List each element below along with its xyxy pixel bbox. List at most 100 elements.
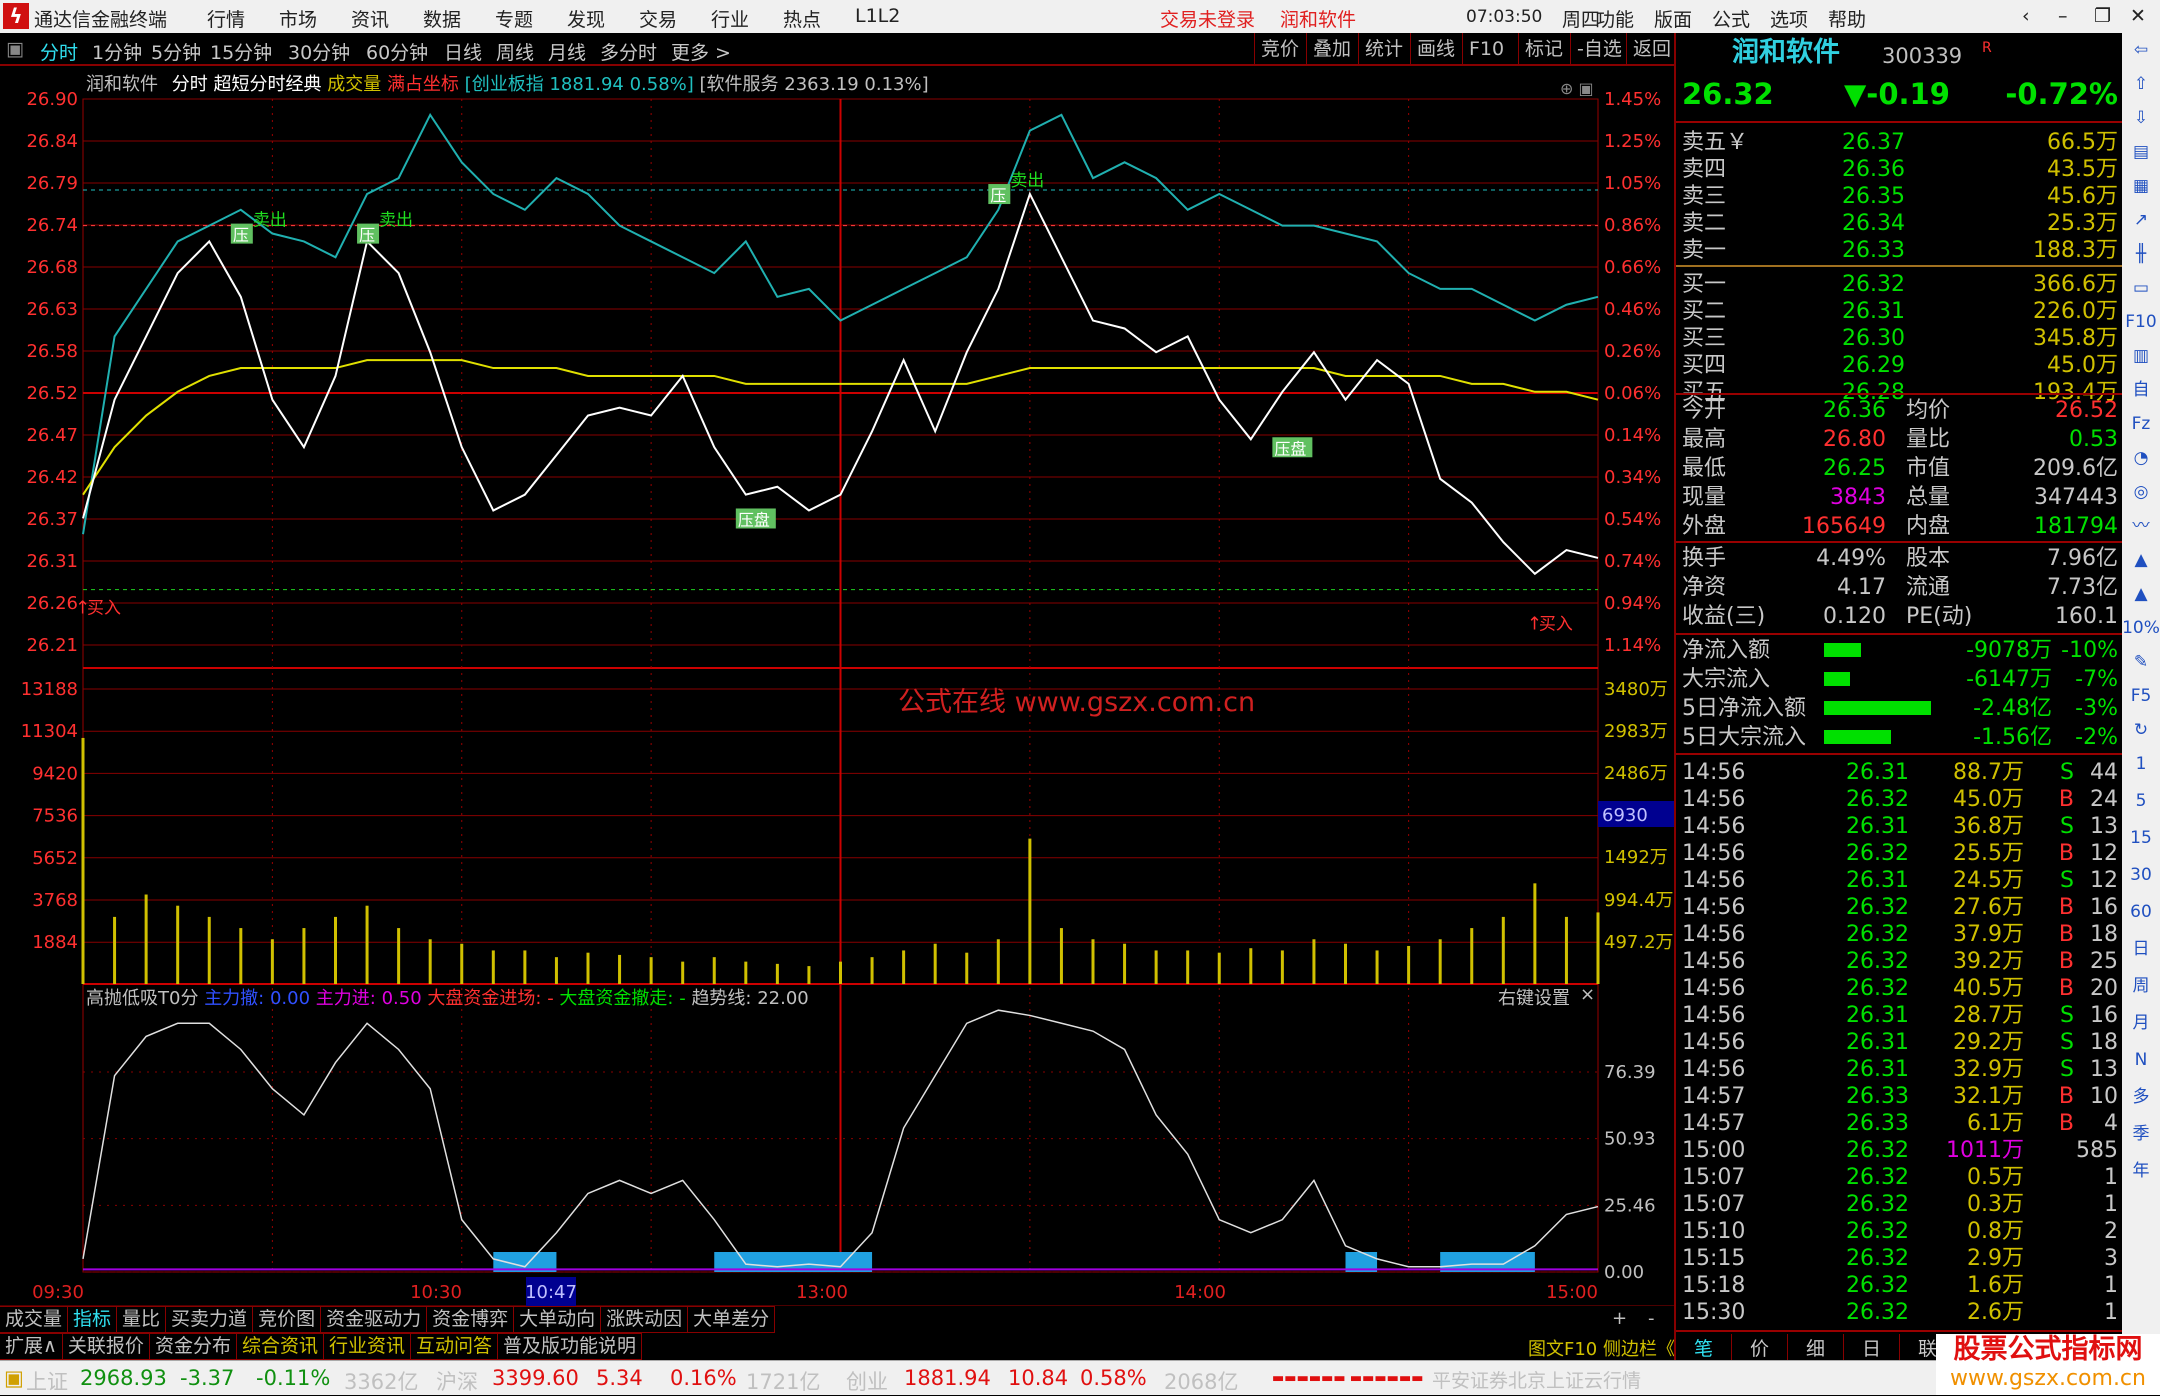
restore-icon[interactable]: ❐ <box>2094 5 2112 27</box>
side-tool-icon[interactable]: N <box>2134 1050 2148 1070</box>
sidebar-links[interactable]: 图文F10 侧边栏《 <box>1528 1339 1675 1360</box>
zoom-in-button[interactable]: + <box>1612 1308 1628 1329</box>
extension-tab[interactable]: 资金分布 <box>149 1333 237 1360</box>
side-tool-icon[interactable]: ▭ <box>2132 278 2150 298</box>
side-tool-icon[interactable]: 自 <box>2132 380 2150 400</box>
indicator-close-icon[interactable]: × <box>1580 984 1596 1005</box>
indicator-tab[interactable]: 量比 <box>117 1306 167 1333</box>
menu-item[interactable]: 市场 <box>279 9 318 31</box>
side-tool-icon[interactable]: ▲ <box>2134 550 2148 570</box>
side-tool-icon[interactable]: 多 <box>2132 1087 2150 1107</box>
toolbar-button[interactable]: 返回 <box>1626 33 1677 66</box>
side-tool-icon[interactable]: 年 <box>2132 1161 2150 1181</box>
indicator-tab[interactable]: 指标 <box>68 1306 118 1333</box>
indicator-tab[interactable]: 竞价图 <box>253 1306 322 1333</box>
market-breadth-icon[interactable]: ▬▬▬▬▬▬ ▬▬▬▬▬▬ <box>1272 1371 1424 1386</box>
coord-label[interactable]: 满占坐标 <box>386 74 459 95</box>
side-tool-icon[interactable]: ▤ <box>2132 142 2150 162</box>
side-tool-icon[interactable]: 60 <box>2130 902 2152 922</box>
detail-tab[interactable]: 日 <box>1844 1334 1900 1361</box>
side-tool-icon[interactable]: ◔ <box>2133 448 2149 468</box>
menu-item[interactable]: 专题 <box>495 9 534 31</box>
menu-item[interactable]: 功能 <box>1596 9 1635 31</box>
menu-item[interactable]: 发现 <box>567 9 606 31</box>
panel-toggle-icon[interactable]: ▣ <box>6 38 24 60</box>
side-tool-icon[interactable]: ↻ <box>2133 720 2149 740</box>
chart-expand-icon[interactable]: ⊕ ▣ <box>1560 79 1594 98</box>
detail-tab[interactable]: 价 <box>1732 1334 1788 1361</box>
period-tab[interactable]: 月线 <box>548 42 587 64</box>
menu-item[interactable]: 版面 <box>1654 9 1693 31</box>
period-tab[interactable]: 1分钟 <box>92 42 143 64</box>
side-tool-icon[interactable]: 〰 <box>2132 516 2150 536</box>
server-name[interactable]: 平安证券北京上证云行情 <box>1432 1370 1642 1392</box>
toolbar-button[interactable]: 画线 <box>1410 33 1461 66</box>
period-tab[interactable]: 5分钟 <box>151 42 202 64</box>
toolbar-button[interactable]: -自选 <box>1570 33 1628 66</box>
side-tool-icon[interactable]: F10 <box>2125 312 2157 332</box>
extension-tab[interactable]: 综合资讯 <box>236 1333 324 1360</box>
formula-label[interactable]: 超短分时经典 <box>213 74 322 95</box>
indicator-tab[interactable]: 涨跌动因 <box>601 1306 689 1333</box>
extension-tab[interactable]: 关联报价 <box>62 1333 150 1360</box>
extension-tab[interactable]: 普及版功能说明 <box>498 1333 643 1360</box>
detail-tab[interactable]: 细 <box>1788 1334 1844 1361</box>
close-icon[interactable]: ✕ <box>2130 5 2146 27</box>
indicator-tab[interactable]: 买卖力道 <box>166 1306 254 1333</box>
toolbar-button[interactable]: 标记 <box>1518 33 1569 66</box>
extension-tab[interactable]: 互动问答 <box>410 1333 498 1360</box>
back-icon[interactable]: ‹ <box>2022 5 2030 27</box>
zoom-out-button[interactable]: - <box>1648 1308 1655 1329</box>
extension-tab[interactable]: 扩展∧ <box>0 1333 63 1360</box>
indicator-tab[interactable]: 资金驱动力 <box>321 1306 428 1333</box>
side-tool-icon[interactable]: 15 <box>2130 828 2152 848</box>
period-tab[interactable]: 15分钟 <box>210 42 273 64</box>
side-tool-icon[interactable]: ↗ <box>2133 210 2149 230</box>
side-tool-icon[interactable]: ▥ <box>2132 346 2150 366</box>
side-tool-icon[interactable]: ✎ <box>2133 652 2149 672</box>
side-tool-icon[interactable]: 5 <box>2135 791 2147 811</box>
indicator-tab[interactable]: 成交量 <box>0 1306 69 1333</box>
side-tool-icon[interactable]: ⇧ <box>2133 74 2149 94</box>
menu-item[interactable]: 行业 <box>711 9 750 31</box>
side-tool-icon[interactable]: ▲ <box>2134 584 2148 604</box>
side-tool-icon[interactable]: ╫ <box>2135 244 2147 264</box>
side-tool-icon[interactable]: 1 <box>2135 754 2147 774</box>
side-tool-icon[interactable]: 周 <box>2132 976 2150 996</box>
menu-item[interactable]: L1L2 <box>855 5 901 27</box>
menu-item[interactable]: 交易 <box>639 9 678 31</box>
side-tool-icon[interactable]: ▦ <box>2132 176 2150 196</box>
side-tool-icon[interactable]: ⇦ <box>2133 40 2149 60</box>
menu-item[interactable]: 帮助 <box>1828 9 1867 31</box>
period-tab[interactable]: 更多 > <box>671 42 731 64</box>
menu-item[interactable]: 选项 <box>1770 9 1809 31</box>
period-tab[interactable]: 多分时 <box>600 42 658 64</box>
side-tool-icon[interactable]: Fz <box>2131 414 2151 434</box>
period-tab[interactable]: 日线 <box>444 42 483 64</box>
side-tool-icon[interactable]: 10% <box>2122 618 2160 638</box>
side-tool-icon[interactable]: F5 <box>2130 686 2152 706</box>
period-tab[interactable]: 周线 <box>496 42 535 64</box>
indicator-tab[interactable]: 大单动向 <box>514 1306 602 1333</box>
stock-tab[interactable]: 润和软件 <box>1280 9 1357 31</box>
menu-item[interactable]: 热点 <box>783 9 822 31</box>
period-tab[interactable]: 60分钟 <box>366 42 429 64</box>
side-tool-icon[interactable]: 月 <box>2132 1013 2150 1033</box>
detail-tab[interactable]: 笔 <box>1676 1334 1732 1361</box>
menu-item[interactable]: 公式 <box>1712 9 1751 31</box>
toolbar-button[interactable]: 竞价 <box>1254 33 1305 66</box>
extension-tab[interactable]: 行业资讯 <box>323 1333 411 1360</box>
toolbar-button[interactable]: 叠加 <box>1306 33 1357 66</box>
indicator-settings[interactable]: 右键设置 <box>1498 988 1570 1009</box>
side-tool-icon[interactable]: 日 <box>2132 939 2150 959</box>
menu-item[interactable]: 数据 <box>423 9 462 31</box>
side-tool-icon[interactable]: ⇩ <box>2133 108 2149 128</box>
market-icon[interactable]: ▣ <box>4 1366 24 1390</box>
side-tool-icon[interactable]: 季 <box>2132 1124 2150 1144</box>
toolbar-button[interactable]: 统计 <box>1358 33 1409 66</box>
side-tool-icon[interactable]: ◎ <box>2133 482 2149 502</box>
intraday-chart[interactable]: 26.90 1.45% 26.84 1.25% 26.79 1.05% 26.74 0.86%… <box>0 66 1674 1306</box>
menu-item[interactable]: 资讯 <box>351 9 390 31</box>
period-tab[interactable]: 分时 <box>40 42 79 64</box>
minimize-icon[interactable]: – <box>2058 5 2068 27</box>
